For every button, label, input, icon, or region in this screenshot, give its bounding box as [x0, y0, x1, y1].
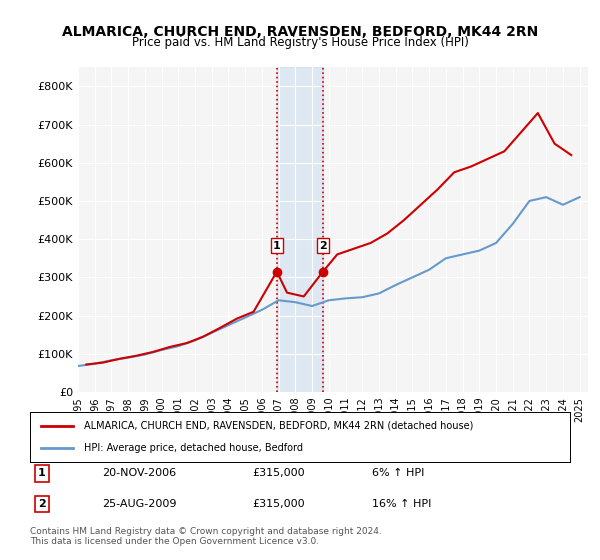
- Text: ALMARICA, CHURCH END, RAVENSDEN, BEDFORD, MK44 2RN (detached house): ALMARICA, CHURCH END, RAVENSDEN, BEDFORD…: [84, 421, 473, 431]
- Text: ALMARICA, CHURCH END, RAVENSDEN, BEDFORD, MK44 2RN: ALMARICA, CHURCH END, RAVENSDEN, BEDFORD…: [62, 25, 538, 39]
- Text: 25-AUG-2009: 25-AUG-2009: [102, 499, 176, 509]
- Text: 1: 1: [38, 468, 46, 478]
- Text: Contains HM Land Registry data © Crown copyright and database right 2024.
This d: Contains HM Land Registry data © Crown c…: [30, 526, 382, 546]
- Text: 2: 2: [319, 241, 327, 251]
- Text: 1: 1: [273, 241, 281, 251]
- Text: 6% ↑ HPI: 6% ↑ HPI: [372, 468, 424, 478]
- Text: HPI: Average price, detached house, Bedford: HPI: Average price, detached house, Bedf…: [84, 443, 303, 453]
- Bar: [277, 67, 323, 392]
- Text: £315,000: £315,000: [252, 468, 305, 478]
- Text: Price paid vs. HM Land Registry's House Price Index (HPI): Price paid vs. HM Land Registry's House …: [131, 36, 469, 49]
- Text: 16% ↑ HPI: 16% ↑ HPI: [372, 499, 431, 509]
- Text: 2: 2: [38, 499, 46, 509]
- Text: 20-NOV-2006: 20-NOV-2006: [102, 468, 176, 478]
- Text: £315,000: £315,000: [252, 499, 305, 509]
